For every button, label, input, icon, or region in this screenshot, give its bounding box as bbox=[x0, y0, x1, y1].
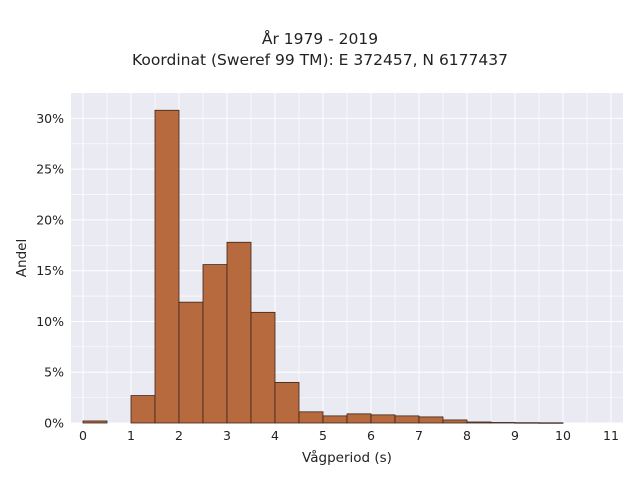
x-tick-label: 2 bbox=[175, 428, 183, 443]
histogram-bar bbox=[466, 421, 492, 424]
histogram-bar bbox=[370, 414, 396, 424]
histogram-bar bbox=[226, 241, 252, 424]
x-axis-label: Vågperiod (s) bbox=[302, 449, 392, 466]
histogram-bar bbox=[298, 411, 324, 424]
y-tick-label: 25% bbox=[36, 162, 64, 177]
x-tick-label: 9 bbox=[511, 428, 519, 443]
chart-subtitle: Koordinat (Sweref 99 TM): E 372457, N 61… bbox=[132, 51, 508, 69]
histogram-bar bbox=[346, 413, 372, 424]
y-tick-labels: 0% 5% 10% 15% 20% 25% 30% bbox=[36, 111, 64, 431]
y-tick-label: 10% bbox=[36, 314, 64, 329]
y-tick-label: 30% bbox=[36, 111, 64, 126]
histogram-bar bbox=[82, 420, 108, 424]
histogram-bar bbox=[538, 422, 564, 424]
x-tick-label: 1 bbox=[127, 428, 135, 443]
y-tick-label: 5% bbox=[44, 365, 64, 380]
x-tick-label: 10 bbox=[555, 428, 571, 443]
histogram-bar bbox=[418, 416, 444, 424]
histogram-bar bbox=[178, 301, 204, 424]
x-tick-label: 11 bbox=[603, 428, 619, 443]
x-tick-label: 7 bbox=[415, 428, 423, 443]
y-tick-label: 15% bbox=[36, 263, 64, 278]
histogram-bar bbox=[322, 415, 348, 424]
x-tick-labels: 0 1 2 3 4 5 6 7 8 9 10 11 bbox=[79, 428, 619, 443]
chart-title: År 1979 - 2019 bbox=[261, 30, 379, 48]
histogram-bar bbox=[490, 422, 516, 424]
histogram-bar bbox=[394, 415, 420, 424]
x-tick-label: 4 bbox=[271, 428, 279, 443]
x-tick-label: 3 bbox=[223, 428, 231, 443]
histogram-bar bbox=[442, 419, 468, 424]
x-tick-label: 5 bbox=[319, 428, 327, 443]
histogram-bar bbox=[154, 109, 180, 424]
x-tick-label: 8 bbox=[463, 428, 471, 443]
histogram-bar bbox=[202, 264, 228, 424]
histogram-bar bbox=[130, 395, 156, 424]
y-tick-label: 20% bbox=[36, 212, 64, 227]
histogram-bar bbox=[514, 422, 540, 424]
y-axis-label: Andel bbox=[14, 239, 30, 277]
x-tick-label: 0 bbox=[79, 428, 87, 443]
y-tick-label: 0% bbox=[44, 416, 64, 431]
histogram-bar bbox=[274, 381, 300, 424]
x-tick-label: 6 bbox=[367, 428, 375, 443]
bars bbox=[82, 109, 564, 424]
histogram-bar bbox=[250, 311, 276, 424]
